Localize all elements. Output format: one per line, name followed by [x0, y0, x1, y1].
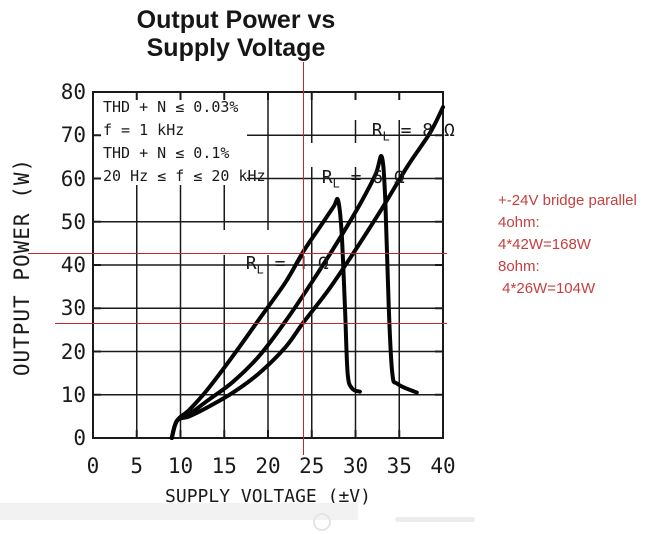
chart-title-line2: Supply Voltage	[146, 34, 326, 62]
rl-base: R	[245, 253, 257, 274]
side-note-line: 4*42W=168W	[498, 236, 591, 253]
test-conditions: THD + N ≤ 0.03% f = 1 kHz THD + N ≤ 0.1%…	[103, 96, 266, 188]
y-tick-label: 70	[60, 123, 86, 148]
y-tick-label: 0	[73, 426, 86, 450]
x-tick-label: 35	[386, 454, 412, 478]
rl-rest: = 4 Ω	[263, 253, 329, 274]
x-tick-label: 25	[299, 454, 325, 478]
rl-sub: L	[256, 262, 264, 277]
plot-svg	[92, 91, 445, 440]
x-tick-label: 20	[255, 454, 281, 478]
condition-line: 20 Hz ≤ f ≤ 20 kHz	[103, 167, 266, 185]
condition-line: f = 1 kHz	[103, 121, 185, 139]
watermark-logo	[313, 513, 331, 531]
side-note-line: 8ohm:	[498, 258, 540, 275]
x-axis-title: SUPPLY VOLTAGE (±V)	[165, 486, 371, 507]
rl-rest: = 8 Ω	[389, 120, 455, 141]
y-tick-label: 80	[60, 80, 86, 104]
condition-line: THD + N ≤ 0.03%	[103, 98, 239, 116]
curve-8ohm	[169, 105, 445, 440]
side-note-line: +-24V bridge parallel	[498, 192, 637, 209]
side-note-line: 4*26W=104W	[498, 280, 596, 297]
watermark-text	[395, 517, 475, 522]
annotation-vertical-line-24v	[303, 62, 304, 455]
side-note: +-24V bridge parallel 4ohm: 4*42W=168W 8…	[498, 190, 637, 300]
rl-sub: L	[332, 176, 340, 191]
annotation-horizontal-line-42w	[28, 252, 447, 254]
watermark-band	[0, 503, 358, 520]
x-tick-label: 30	[342, 454, 369, 478]
side-note-line: 4ohm:	[498, 214, 540, 231]
y-tick-label: 30	[60, 296, 86, 321]
y-tick-label: 60	[60, 166, 86, 191]
y-tick-label: 50	[60, 209, 86, 234]
patch-label-8ohm	[346, 97, 430, 120]
condition-line: THD + N ≤ 0.1%	[103, 144, 230, 162]
y-tick-label: 40	[60, 253, 86, 277]
x-tick-label: 15	[211, 454, 237, 478]
chart-title-line1: Output Power vs	[136, 6, 336, 34]
curve-6ohm	[169, 154, 419, 440]
y-axis-title: OUTPUT POWER (W)	[10, 157, 34, 377]
annotation-horizontal-line-26w	[55, 322, 447, 324]
curve-label-4ohm: RL = 4 Ω	[224, 232, 329, 277]
patch-conditions	[100, 100, 247, 185]
x-tick-label: 10	[167, 454, 194, 478]
rl-base: R	[371, 120, 383, 141]
x-tick-label: 0	[86, 454, 100, 478]
curve-4ohm	[169, 196, 362, 440]
rl-rest: = 6 Ω	[339, 167, 405, 188]
x-tick-label: 5	[130, 454, 144, 478]
x-tick-label: 40	[430, 454, 456, 478]
patch-label-6ohm	[296, 143, 378, 167]
patch-label-4ohm	[219, 230, 301, 255]
curve-label-6ohm: RL = 6 Ω	[300, 146, 405, 191]
curve-label-8ohm: RL = 8 Ω	[350, 99, 455, 144]
rl-sub: L	[382, 129, 390, 144]
rl-base: R	[321, 167, 333, 188]
y-tick-label: 20	[60, 339, 86, 364]
y-tick-label: 10	[60, 382, 86, 407]
